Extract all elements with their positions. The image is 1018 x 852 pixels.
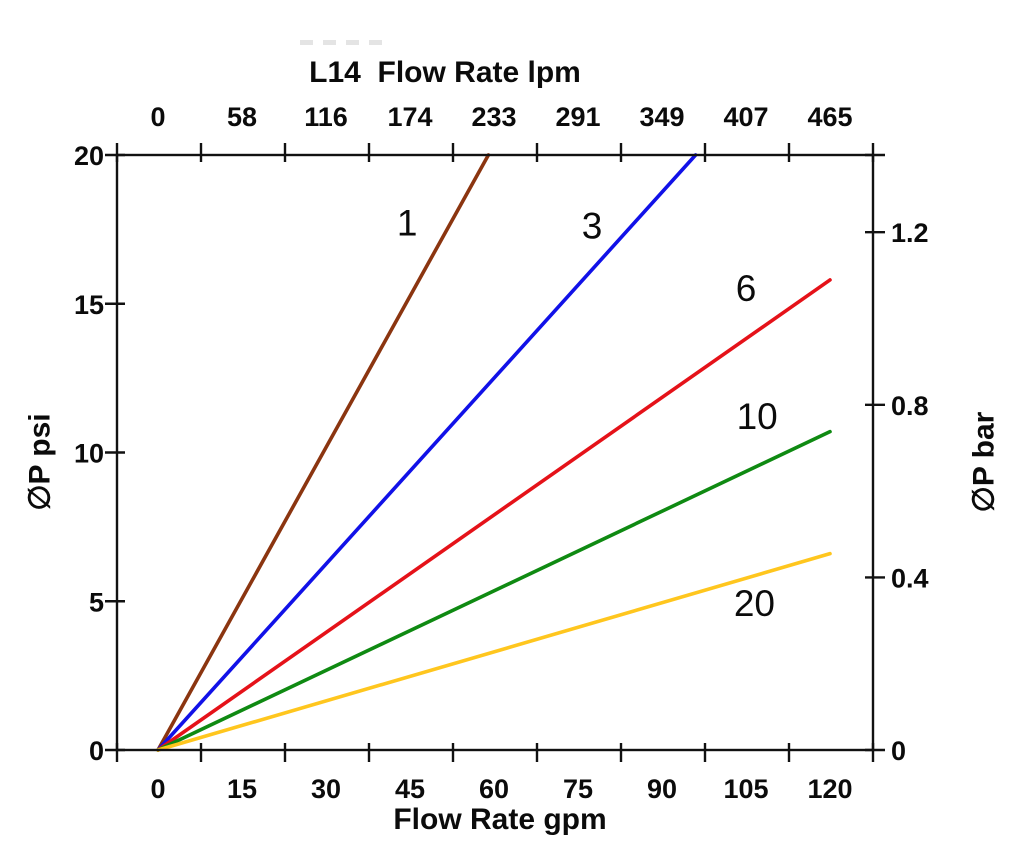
top-tick-label: 349 bbox=[639, 102, 684, 132]
left-tick-label: 0 bbox=[89, 736, 104, 766]
series-line-3 bbox=[156, 153, 698, 752]
top-tick-label: 291 bbox=[555, 102, 600, 132]
scan-artifact bbox=[300, 40, 386, 45]
left-tick-label: 10 bbox=[74, 439, 104, 469]
top-tick-label: 465 bbox=[807, 102, 852, 132]
top-tick-label: 0 bbox=[150, 102, 165, 132]
series-label-1: 1 bbox=[397, 202, 418, 243]
series-line-1 bbox=[156, 153, 491, 752]
series-label-6: 6 bbox=[736, 268, 757, 309]
top-axis-title: L14 Flow Rate lpm bbox=[309, 56, 581, 89]
top-tick-label: 233 bbox=[471, 102, 516, 132]
bottom-tick-label: 15 bbox=[227, 774, 257, 804]
bottom-tick-label: 90 bbox=[647, 774, 677, 804]
series-line-20 bbox=[156, 551, 832, 752]
top-tick-label: 174 bbox=[387, 102, 432, 132]
bottom-tick-label: 45 bbox=[395, 774, 425, 804]
bottom-tick-label: 60 bbox=[479, 774, 509, 804]
series-line-10 bbox=[156, 429, 832, 752]
bottom-tick-label: 0 bbox=[150, 774, 165, 804]
plot-frame bbox=[115, 153, 875, 752]
left-tick-label: 20 bbox=[74, 141, 104, 171]
right-tick-label: 0.8 bbox=[891, 391, 929, 421]
bottom-tick-label: 120 bbox=[807, 774, 852, 804]
bottom-tick-label: 105 bbox=[723, 774, 768, 804]
series-line-6 bbox=[156, 278, 832, 752]
left-tick-label: 5 bbox=[89, 587, 104, 617]
right-tick-label: 0 bbox=[891, 736, 906, 766]
series-label-10: 10 bbox=[737, 396, 778, 437]
top-tick-label: 116 bbox=[304, 102, 348, 132]
bottom-tick-label: 30 bbox=[311, 774, 341, 804]
bottom-tick-label: 75 bbox=[563, 774, 593, 804]
bottom-axis-title: Flow Rate gpm bbox=[393, 803, 607, 836]
right-tick-label: 0.4 bbox=[891, 563, 929, 593]
right-tick-label: 1.2 bbox=[891, 218, 929, 248]
left-tick-label: 15 bbox=[74, 290, 104, 320]
series-label-20: 20 bbox=[734, 583, 775, 624]
top-tick-label: 407 bbox=[723, 102, 768, 132]
top-tick-label: 58 bbox=[227, 102, 257, 132]
series-label-3: 3 bbox=[582, 205, 603, 246]
